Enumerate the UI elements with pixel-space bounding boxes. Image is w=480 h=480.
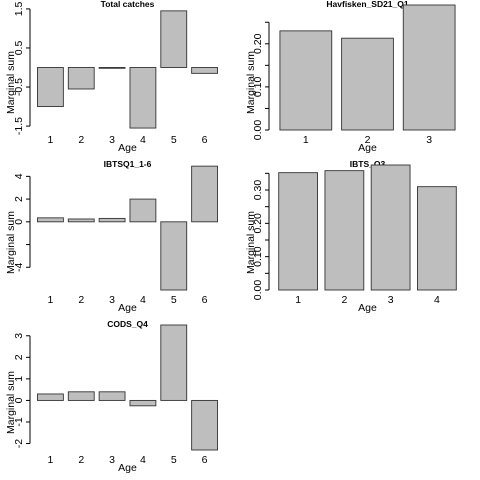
x-axis-label: Age xyxy=(118,142,137,154)
bar-age-6 xyxy=(191,67,218,74)
y-tick-label: 1.5 xyxy=(13,1,25,16)
bar-age-4 xyxy=(129,399,157,407)
x-tick-label: 5 xyxy=(171,294,177,306)
chart-title: Total catches xyxy=(101,0,155,9)
y-axis-label: Marginal sum xyxy=(5,51,17,114)
bar-age-1 xyxy=(37,217,64,223)
bar-age-3 xyxy=(98,217,126,223)
y-tick-label: 0 xyxy=(13,397,25,403)
chart-panel-1: Total catches 1 2 3 4 5 6 -1.5 -0.5 0.5 1.5 Age Marg… xyxy=(5,0,218,154)
x-tick-label: 4 xyxy=(140,294,146,306)
x-tick-label: 3 xyxy=(109,134,115,146)
x-tick-label: 1 xyxy=(47,454,53,466)
chart-title: CODS_Q4 xyxy=(107,319,148,329)
x-tick-label: 3 xyxy=(426,134,432,146)
bar-age-6 xyxy=(191,165,218,223)
y-axis-label: Marginal sum xyxy=(245,211,257,274)
y-axis-label: Marginal sum xyxy=(245,51,257,114)
bar-age-1 xyxy=(278,172,319,291)
bar-age-5 xyxy=(160,221,188,291)
x-tick-label: 6 xyxy=(202,454,208,466)
bar-age-2 xyxy=(67,391,95,401)
y-tick-label: 0.20 xyxy=(252,33,264,54)
x-tick-label: 5 xyxy=(171,134,177,146)
x-tick-label: 1 xyxy=(47,134,53,146)
bar-age-6 xyxy=(191,399,218,451)
x-tick-label: 1 xyxy=(295,294,301,306)
bar-age-1 xyxy=(37,393,64,401)
y-tick-label: 2 xyxy=(13,196,25,202)
y-tick-label: 0.20 xyxy=(252,213,264,234)
chart-panel-2: Havfisken_SD21_Q1 1 2 3 0.00 0.10 0.20 Age Margi… xyxy=(245,0,456,154)
bar-age-3 xyxy=(98,391,126,401)
bar-age-1 xyxy=(37,67,64,108)
x-tick-label: 3 xyxy=(388,294,394,306)
bar-age-5 xyxy=(160,324,188,401)
x-tick-label: 6 xyxy=(202,134,208,146)
bar-age-4 xyxy=(129,67,157,129)
y-tick-label: -4 xyxy=(13,262,25,271)
y-tick-label: 0.30 xyxy=(252,180,264,201)
y-tick-label: -0.5 xyxy=(13,78,25,96)
x-tick-label: 3 xyxy=(109,454,115,466)
y-tick-label: -1.5 xyxy=(13,117,25,135)
x-tick-label: 4 xyxy=(140,454,146,466)
x-tick-label: 1 xyxy=(47,294,53,306)
x-tick-label: 2 xyxy=(78,294,84,306)
y-tick-label: 4 xyxy=(13,173,25,179)
x-axis-label: Age xyxy=(118,302,137,314)
x-tick-label: 1 xyxy=(303,134,309,146)
y-tick-label: 1 xyxy=(13,376,25,382)
x-tick-label: 4 xyxy=(434,294,440,306)
x-tick-label: 2 xyxy=(78,454,84,466)
y-tick-label: 0.00 xyxy=(252,280,264,301)
x-tick-label: 3 xyxy=(109,294,115,306)
bar-age-4 xyxy=(417,186,457,291)
bar-age-2 xyxy=(67,67,95,90)
y-tick-label: 0.00 xyxy=(252,120,264,141)
bar-age-3 xyxy=(98,67,126,69)
y-axis-label: Marginal sum xyxy=(5,211,17,274)
x-tick-label: 2 xyxy=(341,294,347,306)
x-axis-label: Age xyxy=(358,302,377,314)
bar-age-2 xyxy=(67,218,95,223)
chart-title: Havfisken_SD21_Q1 xyxy=(326,0,408,9)
y-tick-label: 2 xyxy=(13,354,25,360)
chart-panel-4: IBTS_Q3 1 2 3 4 0.00 0.10 0.20 0.30 Age Marginal s… xyxy=(245,159,457,314)
bar-age-1 xyxy=(279,30,333,131)
x-tick-label: 6 xyxy=(202,294,208,306)
chart-title: IBTS_Q3 xyxy=(350,159,386,169)
x-tick-label: 2 xyxy=(365,134,371,146)
x-tick-label: 5 xyxy=(171,454,177,466)
bar-age-3 xyxy=(370,164,411,291)
x-tick-label: 2 xyxy=(78,134,84,146)
y-tick-label: 3 xyxy=(13,333,25,339)
bar-age-4 xyxy=(129,198,157,223)
y-tick-label: 0.10 xyxy=(252,77,264,98)
bar-age-2 xyxy=(341,37,394,131)
bar-age-3 xyxy=(402,4,456,131)
x-tick-label: 4 xyxy=(140,134,146,146)
y-axis-label: Marginal sum xyxy=(5,371,17,434)
y-tick-label: 0 xyxy=(13,219,25,225)
x-axis-label: Age xyxy=(358,142,377,154)
y-tick-label: 0.5 xyxy=(13,41,25,56)
y-tick-label: -2 xyxy=(13,439,25,448)
bar-age-2 xyxy=(324,170,365,291)
y-tick-label: -1 xyxy=(13,417,25,426)
chart-title: IBTSQ1_1-6 xyxy=(104,159,152,169)
y-tick-label: 0.10 xyxy=(252,246,264,267)
x-axis-label: Age xyxy=(118,462,137,474)
bar-age-5 xyxy=(160,10,188,68)
